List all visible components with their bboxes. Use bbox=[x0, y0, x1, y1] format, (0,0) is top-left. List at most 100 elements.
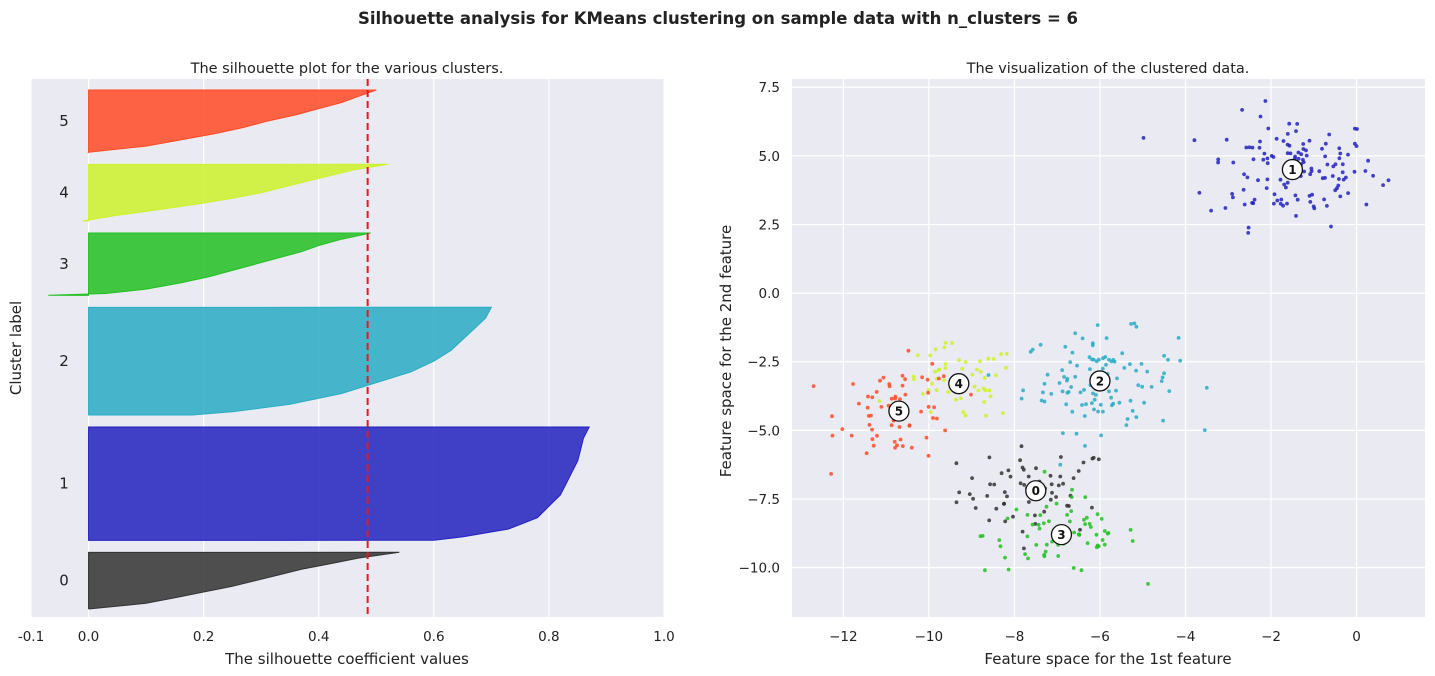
scatter-point-cluster-1 bbox=[1307, 138, 1312, 143]
cluster-center-marker bbox=[1281, 158, 1304, 181]
scatter-point-cluster-1 bbox=[1216, 157, 1221, 162]
scatter-point-cluster-5 bbox=[932, 405, 936, 410]
scatter-point-cluster-0 bbox=[1081, 460, 1086, 465]
scatter-point-cluster-2 bbox=[1062, 375, 1066, 379]
scatter-point-cluster-3 bbox=[1096, 544, 1101, 549]
scatter-point-cluster-5 bbox=[925, 377, 930, 382]
scatter-point-cluster-2 bbox=[1069, 385, 1073, 389]
scatter-point-cluster-3 bbox=[1146, 582, 1150, 586]
scatter-y-tick-label: −10.0 bbox=[739, 561, 780, 577]
scatter-point-cluster-1 bbox=[1261, 157, 1266, 162]
scatter-point-cluster-1 bbox=[1302, 169, 1306, 174]
scatter-point-cluster-1 bbox=[1333, 162, 1338, 167]
scatter-point-cluster-2 bbox=[1038, 342, 1043, 347]
scatter-point-cluster-3 bbox=[1005, 516, 1010, 521]
scatter-point-cluster-2 bbox=[1087, 355, 1092, 360]
cluster-label: 5 bbox=[59, 112, 69, 130]
scatter-point-cluster-5 bbox=[909, 445, 914, 450]
scatter-x-ticks: −12 −10 −8 −6 −4 −2 0 bbox=[829, 629, 1361, 645]
scatter-point-cluster-2 bbox=[1092, 397, 1097, 402]
scatter-point-cluster-2 bbox=[1178, 358, 1183, 363]
scatter-point-cluster-5 bbox=[870, 437, 875, 442]
scatter-point-cluster-4 bbox=[974, 367, 979, 372]
scatter-point-cluster-4 bbox=[970, 372, 975, 377]
cluster-label: 1 bbox=[59, 475, 69, 493]
scatter-point-cluster-0 bbox=[1022, 546, 1026, 551]
scatter-point-cluster-3 bbox=[1025, 534, 1030, 539]
scatter-point-cluster-5 bbox=[924, 435, 929, 440]
scatter-point-cluster-4 bbox=[994, 373, 998, 378]
scatter-point-cluster-1 bbox=[1275, 198, 1280, 203]
scatter-point-cluster-5 bbox=[930, 361, 935, 366]
scatter-point-cluster-2 bbox=[1110, 403, 1114, 408]
scatter-point-cluster-3 bbox=[1079, 568, 1084, 573]
scatter-point-cluster-2 bbox=[1117, 400, 1122, 405]
scatter-point-cluster-1 bbox=[1281, 203, 1285, 208]
silhouette-x-tick-label: 0.0 bbox=[78, 629, 99, 645]
scatter-point-cluster-1 bbox=[1272, 192, 1277, 197]
scatter-x-tick-label: −8 bbox=[1004, 629, 1024, 645]
scatter-point-cluster-4 bbox=[957, 358, 961, 363]
scatter-point-cluster-5 bbox=[941, 374, 946, 379]
scatter-point-cluster-3 bbox=[1130, 539, 1135, 543]
silhouette-x-ticks: -0.1 0.0 0.2 0.4 0.6 0.8 1.0 bbox=[18, 629, 675, 645]
scatter-point-cluster-2 bbox=[1142, 400, 1146, 405]
scatter-point-cluster-4 bbox=[1004, 365, 1008, 370]
scatter-point-cluster-2 bbox=[1091, 391, 1095, 396]
scatter-point-cluster-4 bbox=[921, 392, 925, 396]
scatter-point-cluster-1 bbox=[1336, 183, 1341, 188]
scatter-point-cluster-0 bbox=[1005, 494, 1009, 499]
scatter-point-cluster-3 bbox=[1099, 517, 1104, 521]
scatter-point-cluster-4 bbox=[915, 353, 920, 358]
scatter-point-cluster-1 bbox=[1265, 156, 1270, 161]
scatter-point-cluster-0 bbox=[1018, 481, 1023, 486]
scatter-point-cluster-2 bbox=[1090, 343, 1095, 348]
scatter-point-cluster-4 bbox=[943, 366, 948, 370]
scatter-point-cluster-0 bbox=[970, 476, 974, 480]
scatter-point-cluster-0 bbox=[1033, 513, 1037, 518]
scatter-point-cluster-5 bbox=[857, 401, 861, 406]
scatter-point-cluster-3 bbox=[1070, 487, 1074, 492]
scatter-point-cluster-5 bbox=[867, 423, 872, 427]
scatter-y-tick-label: 0.0 bbox=[759, 286, 780, 302]
scatter-point-cluster-2 bbox=[1080, 336, 1085, 341]
scatter-point-cluster-2 bbox=[1019, 396, 1024, 401]
scatter-point-cluster-5 bbox=[851, 382, 855, 386]
scatter-point-cluster-5 bbox=[943, 428, 947, 433]
scatter-point-cluster-1 bbox=[1323, 141, 1328, 146]
scatter-point-cluster-3 bbox=[1026, 556, 1030, 561]
scatter-point-cluster-2 bbox=[1109, 395, 1113, 400]
scatter-point-cluster-2 bbox=[1104, 336, 1109, 340]
scatter-point-cluster-5 bbox=[900, 444, 905, 448]
scatter-point-cluster-0 bbox=[1054, 495, 1058, 499]
scatter-point-cluster-4 bbox=[959, 396, 963, 401]
scatter-point-cluster-2 bbox=[1080, 403, 1084, 407]
scatter-plot-area bbox=[792, 79, 1425, 617]
scatter-y-tick-label: 7.5 bbox=[759, 80, 780, 96]
scatter-point-cluster-2 bbox=[1094, 393, 1098, 397]
scatter-point-cluster-2 bbox=[1149, 385, 1154, 389]
scatter-point-cluster-2 bbox=[1202, 428, 1207, 432]
scatter-point-cluster-4 bbox=[942, 345, 947, 350]
silhouette-x-tick-label: 0.8 bbox=[538, 629, 559, 645]
scatter-point-cluster-5 bbox=[898, 437, 903, 442]
scatter-point-cluster-1 bbox=[1340, 162, 1345, 167]
scatter-point-cluster-4 bbox=[934, 388, 939, 393]
scatter-point-cluster-4 bbox=[1001, 411, 1005, 416]
scatter-point-cluster-4 bbox=[928, 353, 933, 358]
scatter-point-cluster-5 bbox=[919, 409, 923, 414]
scatter-point-cluster-1 bbox=[1295, 197, 1300, 202]
scatter-point-cluster-2 bbox=[1073, 331, 1078, 336]
scatter-point-cluster-3 bbox=[1038, 513, 1043, 517]
scatter-y-tick-label: −5.0 bbox=[747, 423, 780, 439]
scatter-point-cluster-5 bbox=[926, 404, 931, 409]
scatter-point-cluster-0 bbox=[1059, 455, 1063, 459]
scatter-point-cluster-1 bbox=[1288, 151, 1293, 156]
scatter-point-cluster-5 bbox=[937, 376, 941, 381]
scatter-point-cluster-2 bbox=[1101, 409, 1105, 414]
scatter-point-cluster-0 bbox=[994, 506, 999, 511]
scatter-gridlines bbox=[792, 79, 1425, 617]
scatter-point-cluster-5 bbox=[906, 348, 911, 353]
scatter-point-cluster-2 bbox=[1057, 381, 1062, 385]
scatter-point-cluster-1 bbox=[1269, 154, 1274, 158]
